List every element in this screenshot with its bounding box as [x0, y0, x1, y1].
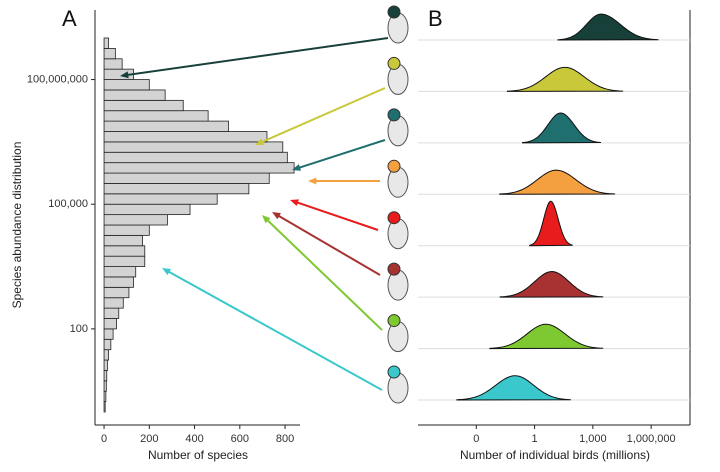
panel-label: B	[428, 6, 443, 31]
bar	[103, 318, 117, 330]
bar	[103, 224, 150, 236]
y-tick-label: 100	[70, 323, 88, 335]
bar	[103, 380, 107, 392]
density	[499, 169, 616, 195]
bar	[103, 370, 108, 382]
bar	[103, 245, 146, 257]
bar	[103, 151, 288, 164]
y-tick-label: 100,000,000	[27, 73, 88, 85]
bar	[103, 110, 209, 122]
density	[557, 13, 659, 41]
bar	[103, 297, 124, 309]
bar	[103, 203, 191, 216]
bar	[103, 89, 166, 101]
x-tick-label: 200	[140, 433, 158, 445]
arrow-head	[120, 71, 129, 79]
x-tick-label: 0	[101, 433, 107, 445]
bar	[103, 141, 284, 153]
bar	[103, 266, 137, 278]
bar	[103, 47, 116, 60]
bar	[103, 172, 270, 184]
arrow-head	[255, 138, 264, 145]
bar	[103, 162, 295, 174]
density	[489, 323, 604, 350]
density	[499, 271, 604, 298]
arrow	[265, 218, 383, 331]
x-tick-label: 0	[473, 433, 479, 445]
arrow	[125, 37, 389, 77]
bar	[103, 276, 134, 288]
arrow-head	[308, 177, 317, 185]
arrow-head	[262, 215, 271, 224]
x-axis-label: Number of species	[148, 448, 248, 462]
bird-head	[387, 108, 401, 122]
x-tick-label: 1,000,000	[627, 433, 676, 445]
bar	[103, 359, 108, 371]
x-axis-label: Number of individual birds (millions)	[460, 448, 650, 462]
bar	[103, 338, 112, 351]
x-tick-label: 1	[532, 433, 538, 445]
y-axis-label: Species abundance distribution	[10, 142, 24, 309]
bar	[103, 37, 109, 49]
x-tick-label: 1,000	[579, 433, 607, 445]
bird-icons	[387, 5, 409, 404]
panel-label: A	[62, 6, 77, 31]
density	[456, 375, 571, 401]
density	[506, 66, 624, 92]
bird-head	[387, 159, 401, 173]
bird-head	[387, 314, 401, 328]
bar	[103, 401, 106, 413]
arrow	[297, 139, 386, 170]
density	[529, 200, 573, 247]
bar	[103, 328, 114, 340]
arrow-head	[290, 199, 299, 206]
x-tick-label: 800	[276, 433, 294, 445]
bar	[103, 193, 218, 205]
arrow	[166, 270, 383, 391]
density	[522, 112, 601, 144]
bird-head	[387, 5, 401, 19]
arrow-head	[292, 164, 301, 171]
arrow-head	[162, 268, 171, 276]
bar	[103, 234, 143, 247]
arrow	[295, 200, 379, 231]
x-tick-label: 600	[231, 433, 249, 445]
bird-head	[387, 365, 401, 379]
y-tick-label: 100,000	[48, 198, 88, 210]
bird-head	[387, 211, 401, 225]
bar	[103, 390, 107, 402]
bar	[103, 58, 123, 70]
bar	[103, 131, 268, 143]
bar	[103, 183, 250, 195]
arrow	[260, 87, 386, 144]
bar	[103, 79, 150, 91]
bar	[103, 307, 120, 319]
bar	[103, 214, 168, 226]
bird-head	[387, 56, 401, 70]
bird-head	[387, 262, 401, 276]
arrow-head	[272, 212, 281, 220]
arrow	[276, 214, 381, 276]
bar	[103, 349, 109, 361]
x-tick-label: 400	[185, 433, 203, 445]
bar	[103, 286, 130, 299]
bar	[103, 120, 229, 132]
bar	[103, 255, 146, 267]
bar	[103, 99, 184, 112]
